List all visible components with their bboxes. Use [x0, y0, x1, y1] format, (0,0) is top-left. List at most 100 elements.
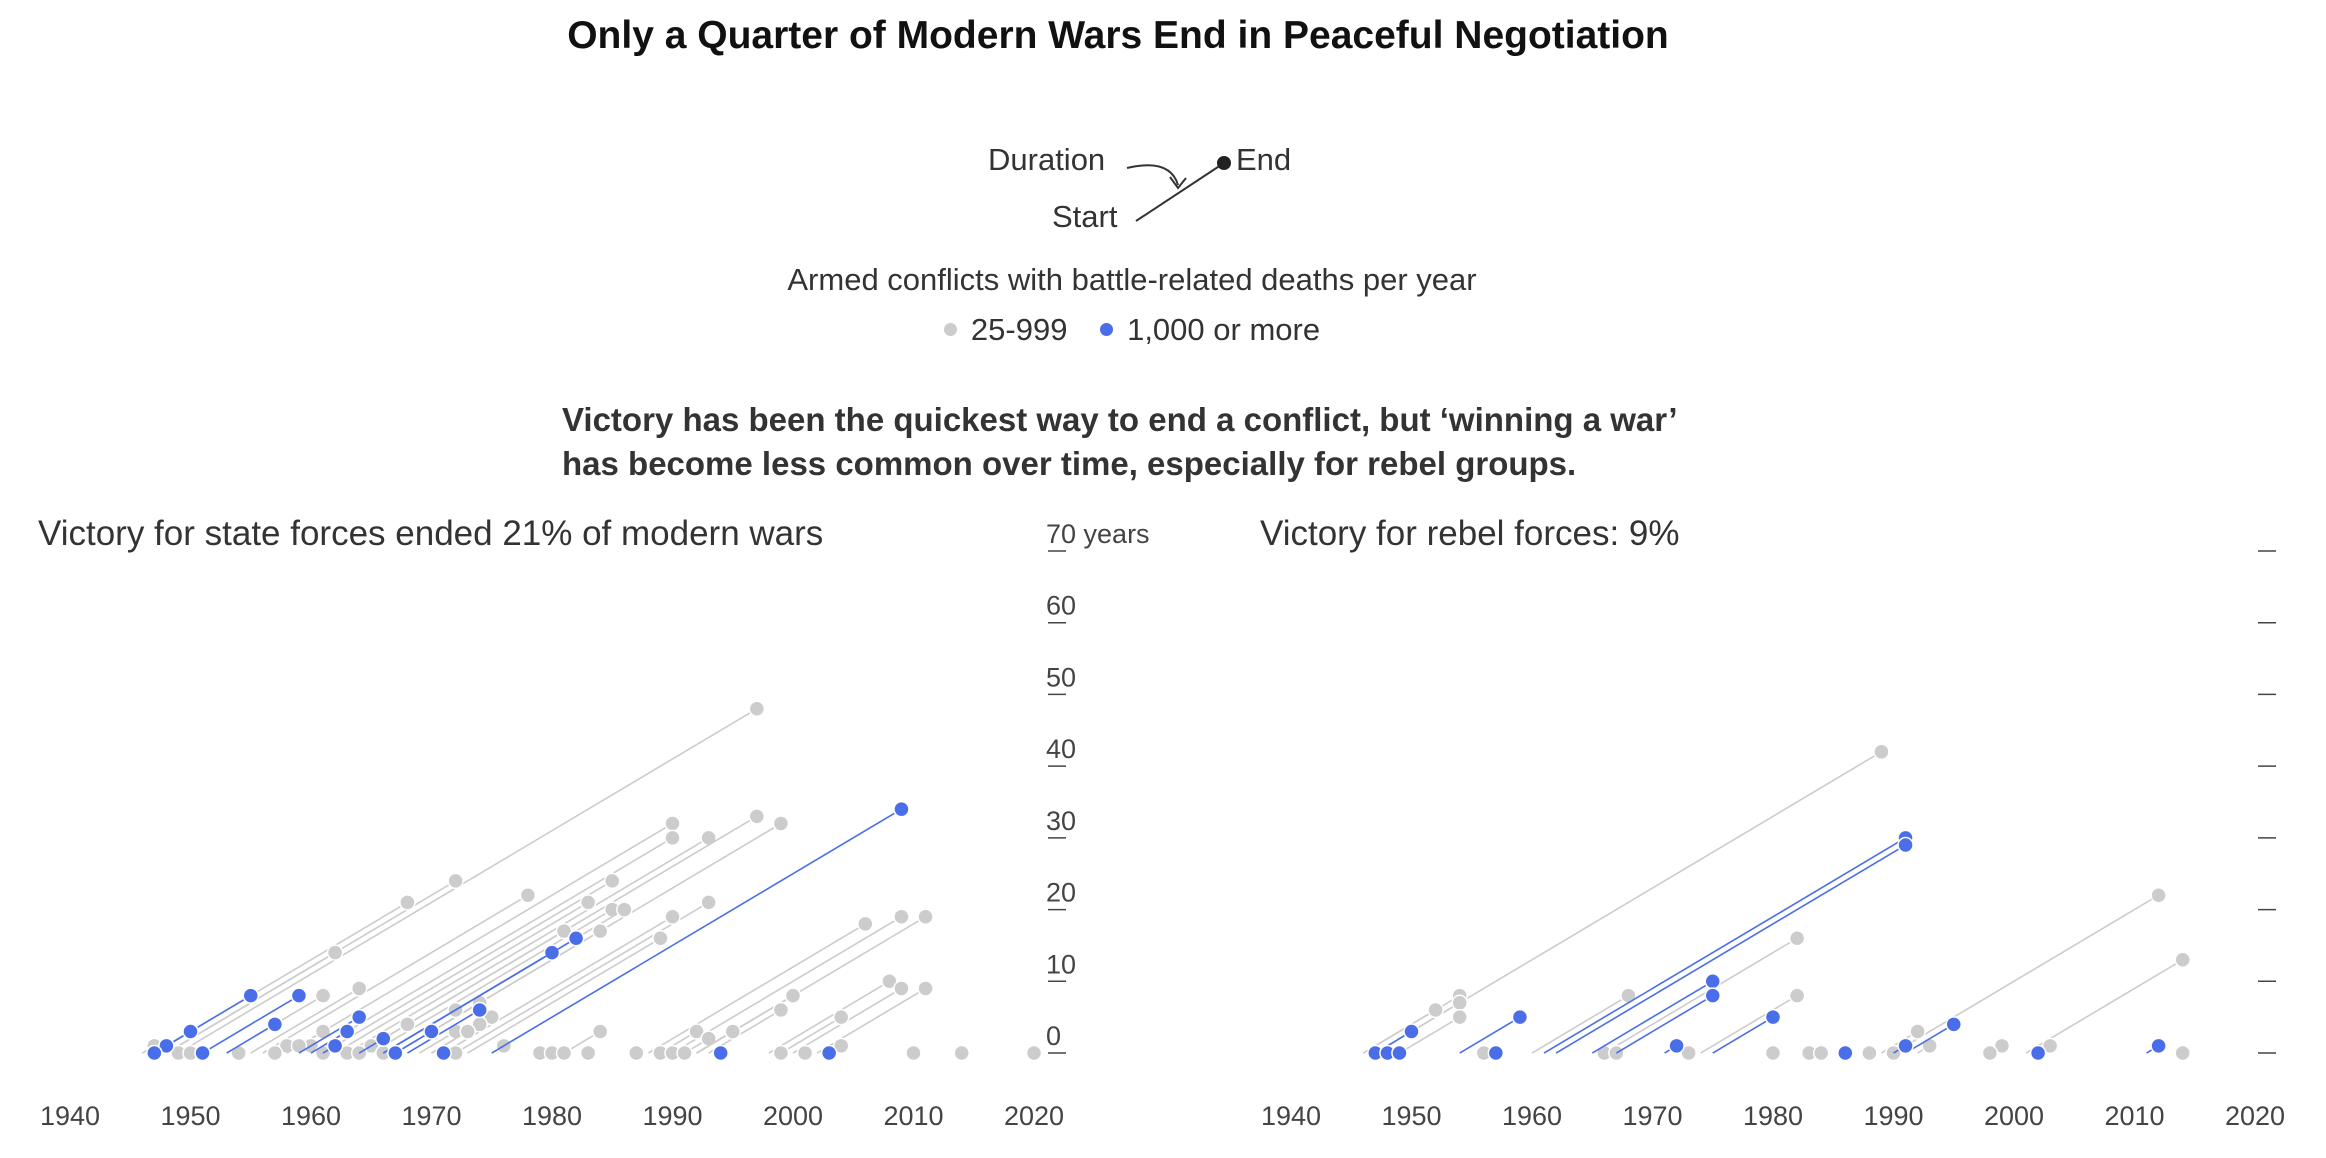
conflict-end-point — [194, 1044, 211, 1062]
conflict-end-point — [326, 944, 344, 961]
conflict-end-point — [555, 1044, 573, 1062]
conflict-end-point — [616, 901, 633, 918]
conflict-end-point — [700, 894, 717, 911]
x-tick-label: 1940 — [40, 1101, 100, 1131]
conflict-end-point — [242, 987, 259, 1004]
conflict-end-point — [1788, 987, 1806, 1004]
y-tick-label: 60 — [1046, 591, 1076, 621]
x-tick-label: 2010 — [883, 1101, 943, 1131]
x-tick-label: 1990 — [1863, 1101, 1923, 1131]
conflict-end-point — [326, 1037, 344, 1055]
conflict-end-point — [375, 1030, 392, 1047]
conflict-end-point — [483, 1008, 500, 1026]
conflict-end-point — [664, 829, 681, 847]
conflict-line — [467, 937, 661, 1054]
conflict-end-point — [350, 980, 368, 997]
conflict-end-point — [314, 987, 332, 1004]
conflict-end-point — [1451, 1008, 1468, 1026]
conflict-end-point — [591, 1023, 609, 1040]
conflict-end-point — [893, 980, 910, 997]
conflict-line — [768, 980, 890, 1054]
legend-key-duration: Duration — [988, 142, 1106, 177]
conflict-line — [1905, 1023, 1955, 1054]
x-tick-label: 1990 — [642, 1101, 702, 1131]
conflict-end-point — [1704, 973, 1721, 990]
conflict-line — [1591, 980, 1714, 1054]
conflict-end-point — [604, 872, 621, 890]
subtitle-line-1: Victory has been the quickest way to end… — [562, 401, 1678, 438]
legend-dot-major — [1100, 323, 1114, 337]
conflict-end-point — [2029, 1044, 2047, 1062]
conflict-end-point — [676, 1044, 693, 1062]
x-tick-label: 1940 — [1261, 1101, 1321, 1131]
conflict-end-point — [1487, 1044, 1505, 1062]
conflict-end-point — [2174, 1044, 2191, 1062]
conflict-end-point — [664, 908, 681, 925]
conflict-line — [226, 1023, 276, 1054]
x-tick-label: 1980 — [1743, 1101, 1803, 1131]
conflict-line — [298, 1016, 360, 1054]
conflict-end-point — [471, 1001, 488, 1019]
conflict-line — [250, 987, 360, 1054]
conflict-end-point — [1620, 987, 1637, 1004]
conflict-end-point — [953, 1044, 970, 1062]
conflict-line — [1603, 937, 1798, 1054]
conflict-end-point — [350, 1008, 368, 1026]
x-tick-label: 2020 — [2225, 1101, 2285, 1131]
y-tick-label: 0 — [1046, 1021, 1061, 1051]
conflict-end-point — [893, 800, 910, 818]
panel-title-state: Victory for state forces ended 21% of mo… — [38, 514, 824, 553]
conflict-end-point — [2150, 886, 2167, 904]
conflict-line — [406, 1009, 481, 1054]
x-tick-label: 1970 — [1622, 1101, 1682, 1131]
x-tick-label: 1950 — [160, 1101, 220, 1131]
conflict-line — [1531, 994, 1629, 1054]
x-tick-label: 2010 — [2104, 1101, 2164, 1131]
y-tick-label: 20 — [1046, 878, 1076, 908]
conflict-end-point — [290, 987, 308, 1004]
conflict-end-point — [893, 908, 910, 925]
conflict-end-point — [1764, 1008, 1782, 1026]
y-tick-label: 40 — [1046, 734, 1076, 764]
conflict-line — [1893, 894, 2160, 1054]
conflict-end-point — [820, 1044, 838, 1062]
conflict-end-point — [772, 815, 790, 832]
conflict-line — [1399, 1016, 1461, 1054]
conflict-end-point — [338, 1023, 356, 1040]
conflict-end-point — [579, 894, 597, 911]
y-tick-label: 10 — [1046, 949, 1076, 979]
conflict-end-point — [905, 1044, 922, 1062]
conflict-end-point — [1668, 1037, 1685, 1055]
legend-heading: Armed conflicts with battle-related deat… — [787, 262, 1477, 297]
conflict-end-point — [399, 1016, 416, 1033]
conflict-end-point — [1909, 1023, 1926, 1040]
conflict-end-point — [290, 1037, 308, 1055]
conflict-line — [334, 901, 589, 1054]
conflict-line — [780, 1016, 842, 1054]
conflict-line — [455, 901, 710, 1054]
conflict-end-point — [1704, 987, 1721, 1004]
subtitle: Victory has been the quickest way to end… — [562, 398, 1862, 486]
y-tick-label: 30 — [1046, 806, 1076, 836]
conflict-end-point — [881, 973, 898, 990]
conflict-end-point — [1788, 930, 1806, 947]
conflict-line — [1555, 844, 1906, 1054]
conflict-end-point — [1993, 1037, 2011, 1055]
conflict-end-point — [591, 922, 609, 940]
conflict-line — [491, 808, 902, 1054]
x-tick-label: 2000 — [763, 1101, 823, 1131]
legend-key-start: Start — [1052, 199, 1118, 234]
panel-title-rebel: Victory for rebel forces: 9% — [1260, 514, 1680, 553]
conflict-end-point — [1451, 994, 1468, 1012]
conflict-end-point — [447, 872, 464, 890]
conflict-end-point — [1680, 1044, 1697, 1062]
legend-item-major: 1,000 or more — [1100, 312, 1320, 348]
conflict-end-point — [724, 1023, 741, 1040]
conflict-end-point — [1921, 1037, 1938, 1055]
conflict-line — [1700, 994, 1798, 1054]
conflict-line — [178, 708, 758, 1054]
conflict-line — [1615, 994, 1714, 1054]
conflict-end-point — [688, 1023, 705, 1040]
conflict-end-point — [146, 1044, 163, 1062]
